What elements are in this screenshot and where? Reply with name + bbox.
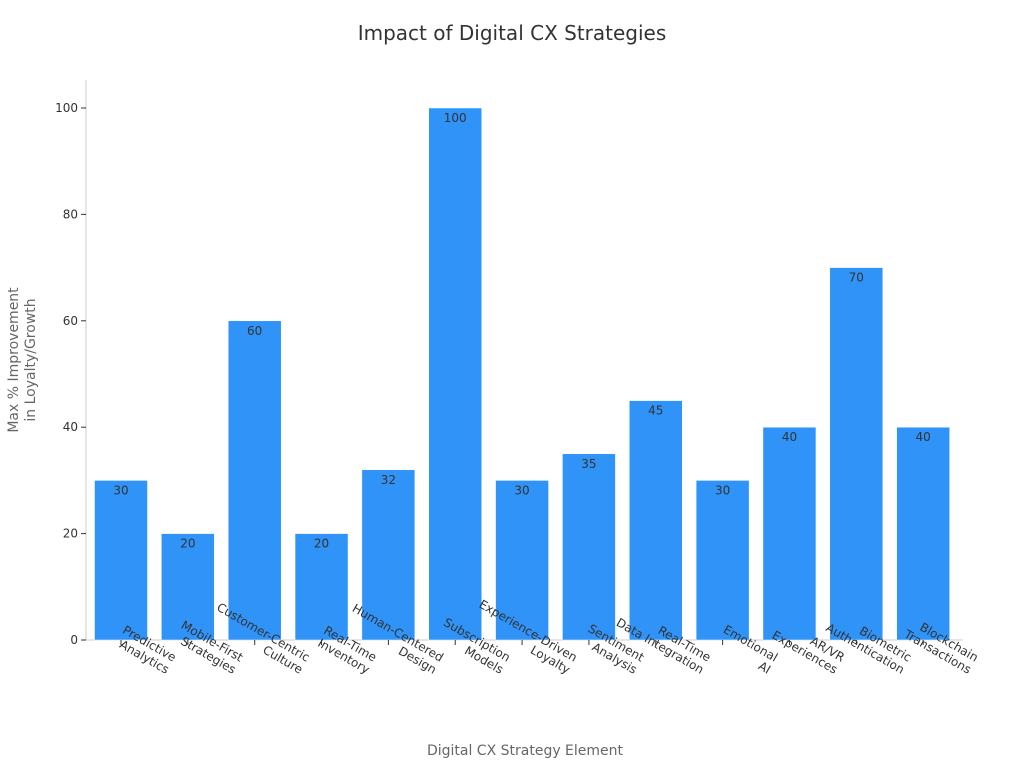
bar-value-label: 30 xyxy=(715,483,730,497)
bar-value-label: 32 xyxy=(381,473,396,487)
bar xyxy=(695,480,750,641)
bar xyxy=(294,533,349,641)
bar xyxy=(94,480,148,641)
bar xyxy=(896,426,950,641)
bar-value-label: 70 xyxy=(849,271,864,285)
bar-value-label: 30 xyxy=(514,483,529,497)
y-tick-label: 80 xyxy=(63,207,78,221)
bar xyxy=(161,533,215,641)
bar-value-label: 40 xyxy=(782,430,797,444)
bar-value-label: 60 xyxy=(247,324,262,338)
y-tick-label: 60 xyxy=(63,314,78,328)
bar xyxy=(428,107,482,641)
bar-value-label: 45 xyxy=(648,404,663,418)
bar xyxy=(562,453,616,641)
bar xyxy=(829,267,884,641)
bar-value-label: 20 xyxy=(314,537,329,551)
bar xyxy=(227,320,282,641)
y-axis-title-line-2: in Loyalty/Growth xyxy=(23,298,39,421)
bar xyxy=(629,400,683,641)
bar-value-label: 30 xyxy=(113,483,128,497)
y-tick-label: 0 xyxy=(70,633,78,647)
y-axis-title: Max % Improvement in Loyalty/Growth xyxy=(6,287,39,433)
y-axis-title-line-1: Max % Improvement xyxy=(6,287,22,433)
bar xyxy=(495,480,549,641)
y-tick-label: 100 xyxy=(55,101,78,115)
y-ticks: 0 20 40 60 80 100 xyxy=(55,101,86,647)
bar xyxy=(361,469,416,641)
chart-title: Impact of Digital CX Strategies xyxy=(358,21,667,45)
x-axis-title: Digital CX Strategy Element xyxy=(427,743,624,759)
bar-value-label: 40 xyxy=(916,430,931,444)
bar-value-label: 100 xyxy=(444,111,467,125)
y-tick-label: 20 xyxy=(63,527,78,541)
y-tick-label: 40 xyxy=(63,420,78,434)
bars: 30 20 60 20 32 100 30 35 45 30 40 70 40 xyxy=(94,107,950,641)
bar-value-label: 20 xyxy=(180,537,195,551)
bar-value-label: 35 xyxy=(581,457,596,471)
bar xyxy=(762,426,817,641)
